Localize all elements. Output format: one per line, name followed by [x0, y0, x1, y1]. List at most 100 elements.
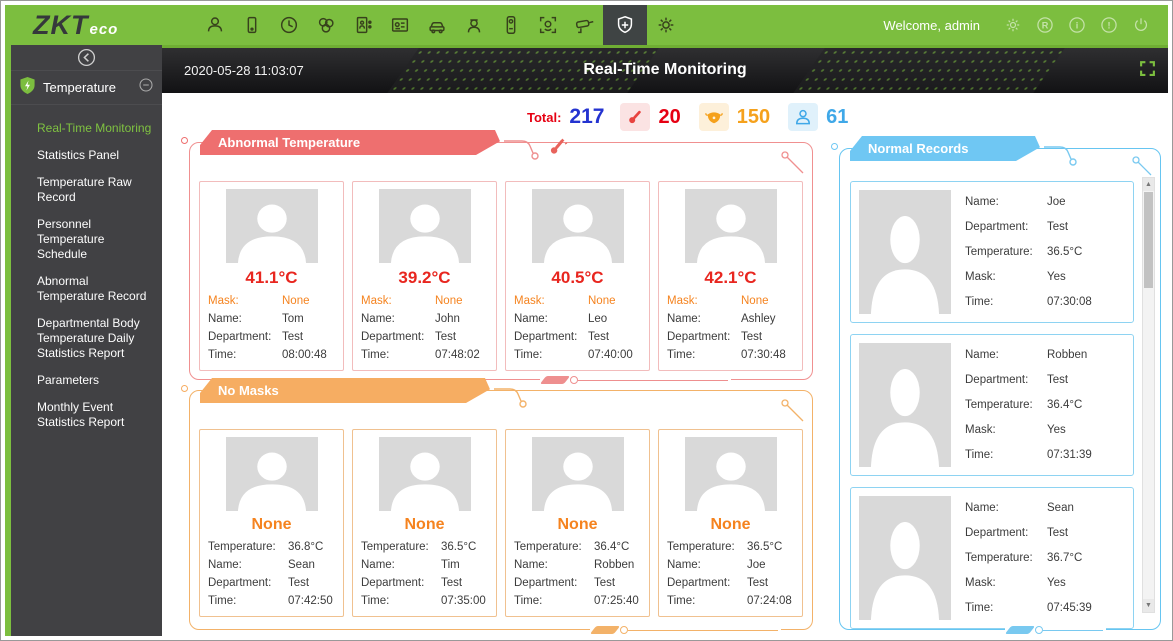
- visitor-icon[interactable]: [455, 5, 492, 45]
- temperature-value: 36.5°C: [747, 541, 783, 553]
- personnel-icon[interactable]: [196, 5, 233, 45]
- mask-status: None: [557, 516, 598, 533]
- mask-label: Mask:: [361, 295, 392, 307]
- name-value: Leo: [588, 313, 608, 325]
- mask-value: None: [435, 295, 463, 307]
- name-value: Joe: [747, 559, 766, 571]
- scrollbar-thumb[interactable]: [1144, 192, 1153, 288]
- module-header-temperature[interactable]: Temperature: [11, 71, 162, 105]
- car-parking-icon[interactable]: [418, 5, 455, 45]
- fullscreen-icon[interactable]: [1139, 60, 1156, 82]
- summary-stats: Total: 217 20 150 61: [527, 103, 848, 131]
- department-value: Test: [288, 577, 310, 589]
- sidebar-collapse-button[interactable]: [11, 45, 162, 71]
- info-icon[interactable]: i: [1064, 12, 1090, 38]
- scroll-down-arrow[interactable]: ▼: [1143, 599, 1154, 612]
- temperature-value: 36.5°C: [441, 541, 477, 553]
- name-label: Name:: [361, 559, 395, 571]
- mask-status: None: [404, 516, 445, 533]
- power-icon[interactable]: [1128, 12, 1154, 38]
- mask-value: Yes: [1047, 577, 1066, 589]
- mask-status: None: [251, 516, 292, 533]
- face-detection-icon[interactable]: [529, 5, 566, 45]
- id-card-icon[interactable]: [381, 5, 418, 45]
- name-value: Sean: [288, 559, 315, 571]
- badge-connector: [1044, 146, 1077, 166]
- sidebar-item-temperature-raw-record[interactable]: Temperature Raw Record: [37, 175, 132, 204]
- temperature-label: Temperature:: [965, 552, 1033, 564]
- abnormal-temperature-panel: Abnormal Temperature 41.1°C Mask: None Na…: [181, 142, 813, 384]
- mask-label: Mask:: [667, 295, 698, 307]
- department-label: Department:: [514, 577, 578, 589]
- scrollbar[interactable]: ▲ ▼: [1142, 177, 1155, 613]
- normal-records-panel: Normal Records Name: Joe Department: Test …: [831, 148, 1161, 634]
- department-value: Test: [741, 331, 763, 343]
- sidebar-item-monthly-event-statistics-report[interactable]: Monthly Event Statistics Report: [37, 400, 125, 429]
- sidebar-item-statistics-panel[interactable]: Statistics Panel: [37, 148, 120, 162]
- scroll-up-arrow[interactable]: ▲: [1143, 178, 1154, 191]
- total-label: Total:: [527, 109, 562, 125]
- avatar: [859, 190, 951, 314]
- temperature-value: 42.1°C: [704, 268, 757, 287]
- registered-icon[interactable]: R: [1032, 12, 1058, 38]
- page-header: 2020-05-28 11:03:07 Real-Time Monitoring: [162, 45, 1168, 93]
- temperature-value: 36.4°C: [594, 541, 630, 553]
- temperature-label: Temperature:: [361, 541, 429, 553]
- abnormal-card: 40.5°C Mask: None Name: Leo Department: Tes…: [505, 181, 650, 371]
- current-datetime: 2020-05-28 11:03:07: [184, 63, 304, 78]
- temperature-shield-icon[interactable]: [603, 5, 648, 45]
- abnormal-panel-title: Abnormal Temperature: [200, 130, 500, 155]
- department-value: Test: [282, 331, 304, 343]
- sidebar-item-personnel-temperature-schedule[interactable]: Personnel Temperature Schedule: [37, 217, 105, 261]
- sidebar-item-parameters[interactable]: Parameters: [37, 373, 100, 387]
- normal-record-card: Name: Joe Department: Test Temperature: 36.…: [850, 181, 1134, 323]
- time-label: Time:: [965, 602, 994, 614]
- department-label: Department:: [667, 331, 731, 343]
- department-value: Test: [435, 331, 457, 343]
- department-value: Test: [1047, 527, 1069, 539]
- mask-label: Mask:: [514, 295, 545, 307]
- total-count: 217: [569, 105, 605, 128]
- sidebar-item-real-time-monitoring[interactable]: Real-Time Monitoring: [37, 121, 152, 135]
- department-value: Test: [594, 577, 616, 589]
- cctv-camera-icon[interactable]: [566, 5, 603, 45]
- normal-record-card: Name: Robben Department: Test Temperature:…: [850, 334, 1134, 476]
- bottom-decoration: [1004, 626, 1106, 634]
- department-value: Test: [441, 577, 463, 589]
- corner-decoration: [781, 399, 804, 422]
- department-value: Test: [747, 577, 769, 589]
- department-label: Department:: [965, 221, 1029, 233]
- mask-value: None: [741, 295, 769, 307]
- collapse-minus-icon[interactable]: [138, 77, 154, 98]
- thermometer-icon: [620, 103, 651, 131]
- name-label: Name:: [667, 313, 701, 325]
- access-door-icon[interactable]: [344, 5, 381, 45]
- no-mask-card: None Temperature: 36.5°C Name: Joe Departm…: [658, 429, 803, 617]
- time-value: 07:40:00: [588, 349, 633, 361]
- card-icon[interactable]: [233, 5, 270, 45]
- time-label: Time:: [514, 349, 543, 361]
- time-value: 07:24:08: [747, 595, 792, 607]
- settings-gear-icon[interactable]: [1000, 12, 1026, 38]
- main-content: 2020-05-28 11:03:07 Real-Time Monitoring…: [162, 45, 1168, 636]
- zkteco-logo: ZKT eco: [33, 10, 118, 41]
- name-value: Robben: [1047, 349, 1088, 361]
- device-terminal-icon[interactable]: [492, 5, 529, 45]
- department-label: Department:: [208, 331, 272, 343]
- system-gear-icon[interactable]: [647, 5, 684, 45]
- name-value: John: [435, 313, 460, 325]
- temperature-value: 36.4°C: [1047, 399, 1083, 411]
- name-label: Name:: [667, 559, 701, 571]
- sidebar-item-abnormal-temperature-record[interactable]: Abnormal Temperature Record: [37, 274, 147, 303]
- decorative-ring: [831, 143, 838, 150]
- consumption-icon[interactable]: [307, 5, 344, 45]
- time-value: 07:48:02: [435, 349, 480, 361]
- avatar: [859, 343, 951, 467]
- temperature-label: Temperature:: [965, 399, 1033, 411]
- attendance-clock-icon[interactable]: [270, 5, 307, 45]
- sidebar-item-departmental-report[interactable]: Departmental Body Temperature Daily Stat…: [37, 316, 140, 360]
- department-label: Department:: [965, 527, 1029, 539]
- alert-icon[interactable]: !: [1096, 12, 1122, 38]
- temperature-value: 40.5°C: [551, 268, 604, 287]
- no-mask-card: None Temperature: 36.4°C Name: Robben Depa…: [505, 429, 650, 617]
